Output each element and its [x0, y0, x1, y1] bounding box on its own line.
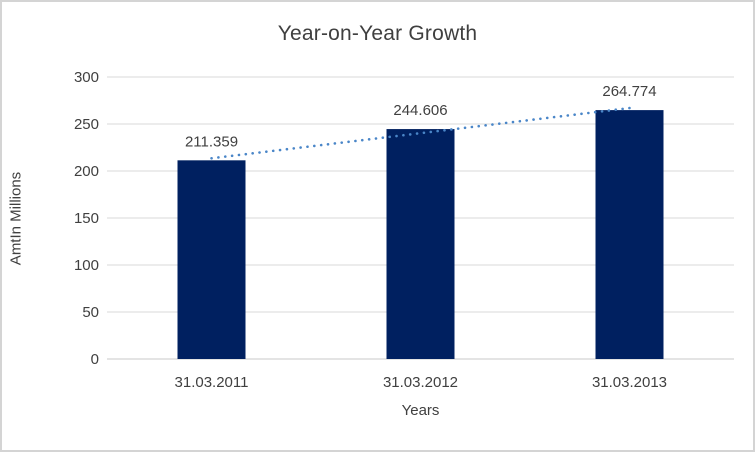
bar: [177, 160, 246, 359]
x-tick-label: 31.03.2012: [383, 374, 458, 391]
x-tick-label: 31.03.2013: [592, 374, 667, 391]
y-tick-label: 150: [74, 210, 99, 227]
data-label: 244.606: [393, 102, 447, 119]
data-label: 211.359: [185, 133, 238, 150]
y-tick-label: 0: [91, 351, 99, 368]
x-tick-label: 31.03.2011: [175, 374, 249, 391]
y-tick-label: 200: [74, 163, 99, 180]
x-axis-title: Years: [401, 402, 440, 419]
trendline-dotted: [210, 106, 631, 160]
y-tick-label: 100: [74, 257, 99, 274]
bar: [386, 129, 455, 359]
y-tick-label: 300: [74, 69, 99, 86]
data-label: 264.774: [602, 83, 656, 100]
y-tick-label: 50: [82, 304, 99, 321]
y-tick-label: 250: [74, 116, 99, 133]
chart-title: Year-on-Year Growth: [277, 22, 478, 45]
bar: [595, 110, 664, 359]
